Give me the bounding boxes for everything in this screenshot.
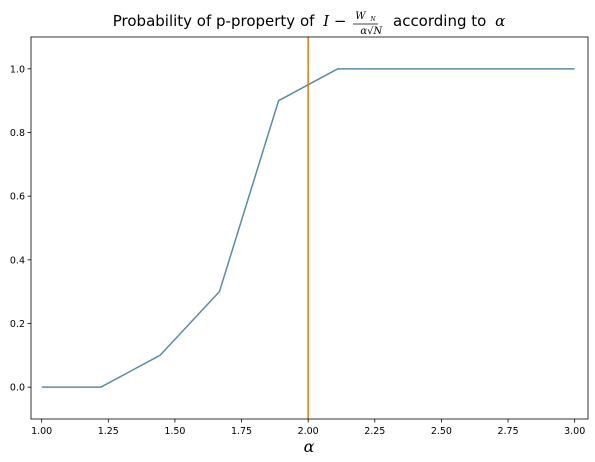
x-tick-label-0: 1.00 — [31, 426, 52, 437]
y-tick-label-1: 0.2 — [10, 319, 25, 330]
y-tick-label-4: 0.8 — [10, 128, 25, 139]
y-tick-label-3: 0.6 — [10, 192, 25, 203]
plot-frame — [30, 36, 589, 420]
title-formula-lead: I − — [322, 12, 346, 30]
plot-area: 1.00 1.25 1.50 1.75 2.00 2.25 2.50 2.75 3.00 0.0 0… — [10, 36, 589, 437]
x-axis-label: α — [304, 437, 315, 456]
x-tick-label-2: 1.50 — [164, 426, 185, 437]
title-formula-numerator: W — [355, 11, 366, 22]
title-symbol: α — [495, 12, 505, 30]
chart-title: Probability of p-property of I − W N α√N… — [113, 5, 505, 38]
x-tick-label-8: 3.00 — [564, 426, 585, 437]
title-prefix: Probability of p-property of — [113, 12, 315, 30]
x-tick-label-1: 1.25 — [98, 426, 119, 437]
y-tick-label-0: 0.0 — [10, 383, 25, 394]
y-tick-label-5: 1.0 — [10, 64, 25, 75]
x-tick-label-3: 1.75 — [231, 426, 252, 437]
title-suffix: according to — [393, 12, 486, 30]
x-tick-label-7: 2.75 — [497, 426, 518, 437]
title-formula-denominator: α√N — [360, 26, 383, 37]
x-tick-label-5: 2.25 — [364, 426, 385, 437]
x-tick-label-4: 2.00 — [298, 426, 319, 437]
x-tick-label-6: 2.50 — [431, 426, 452, 437]
title-formula-numerator-sub: N — [369, 16, 376, 23]
y-tick-label-2: 0.4 — [10, 255, 25, 266]
